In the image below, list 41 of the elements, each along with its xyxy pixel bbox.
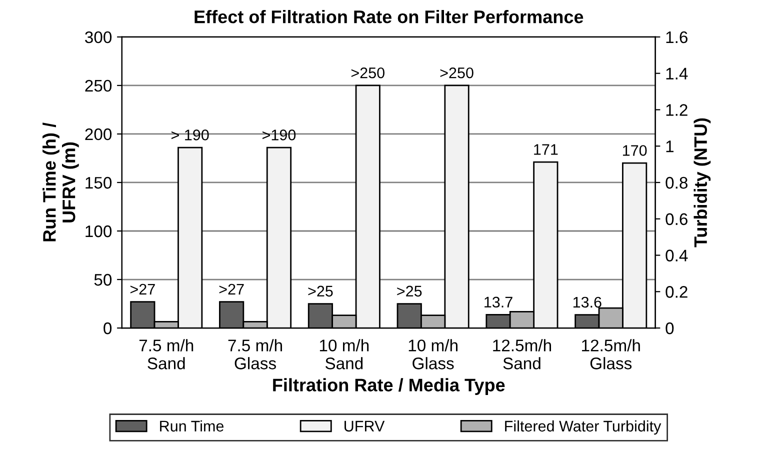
y-tick-label: 200 — [85, 128, 112, 140]
data-label: 171 — [534, 144, 558, 155]
x-tick-label: 12.5m/h Sand — [493, 339, 551, 370]
x-tick-label: 7.5 m/h Sand — [139, 339, 194, 370]
data-label: 13.7 — [484, 296, 512, 308]
data-label: >190 — [262, 130, 296, 140]
data-label: >250 — [440, 67, 474, 78]
y2-tick-label: 1.4 — [666, 68, 688, 80]
y-tick-label: 50 — [94, 274, 112, 286]
y-tick-label: 300 — [85, 31, 112, 44]
chart-title: Effect of Filtration Rate on Filter Performance — [194, 10, 584, 24]
x-tick-label: 10 m/h Sand — [320, 339, 369, 370]
data-label: > 190 — [172, 130, 209, 140]
legend-label: Run Time — [160, 420, 224, 432]
y-axis-title: Run Time (h) / UFRV (m) — [42, 122, 79, 242]
y2-tick-label: 1.2 — [666, 104, 688, 116]
data-label: >25 — [308, 286, 333, 297]
y2-tick-label: 1 — [666, 140, 674, 152]
x-axis-title: Filtration Rate / Media Type — [273, 378, 505, 396]
y-tick-label: 0 — [104, 322, 112, 334]
data-label: 170 — [623, 145, 647, 156]
y2-tick-label: 0.6 — [666, 213, 688, 226]
y2-tick-label: 0 — [666, 322, 674, 334]
y2-tick-label: 0.8 — [666, 176, 688, 189]
y2-tick-label: 1.6 — [666, 31, 688, 44]
data-label: >25 — [397, 286, 422, 297]
data-label: >250 — [351, 67, 384, 78]
data-label: >27 — [130, 284, 155, 294]
y-tick-label: 250 — [85, 80, 112, 92]
y2-tick-label: 0.2 — [666, 286, 688, 298]
legend-label: Filtered Water Turbidity — [505, 420, 662, 435]
y2-tick-label: 0.4 — [666, 250, 688, 262]
x-tick-label: 7.5 m/h Glass — [228, 339, 282, 370]
legend-label: UFRV — [344, 420, 385, 432]
y-tick-label: 100 — [86, 225, 112, 238]
data-label: >27 — [219, 284, 244, 294]
y-tick-label: 150 — [86, 176, 112, 189]
x-tick-label: 10 m/h Glass — [408, 339, 458, 370]
y2-axis-title: Turbidity (NTU) — [694, 118, 711, 248]
data-label: 13.6 — [573, 296, 602, 308]
x-tick-label: 12.5m/h Glass — [582, 339, 640, 370]
